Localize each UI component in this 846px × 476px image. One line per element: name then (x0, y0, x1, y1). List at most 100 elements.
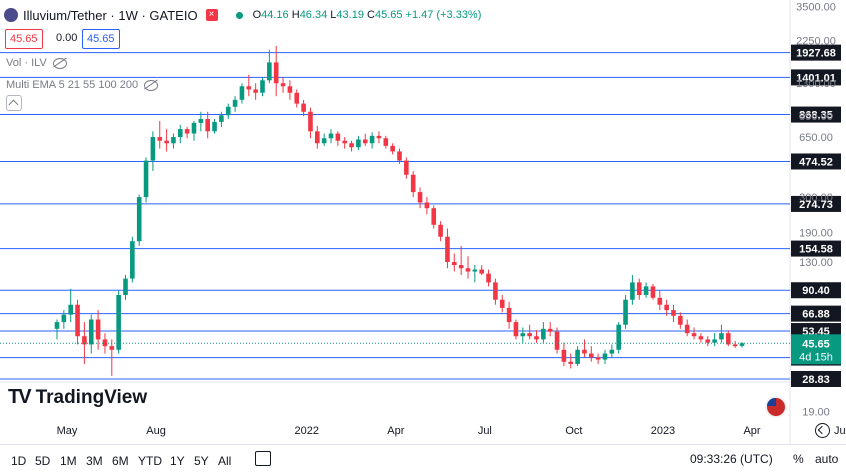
candle (232, 96, 238, 112)
price-tick-label: 850.00 (799, 111, 833, 123)
percent-toggle[interactable]: % (793, 452, 804, 466)
price-tick-label: 2250.00 (796, 36, 836, 48)
candle (68, 288, 73, 323)
candle (698, 333, 704, 343)
volume-indicator[interactable]: Vol · ILV (6, 57, 67, 69)
us-flag-icon[interactable] (765, 396, 787, 418)
candle (321, 133, 327, 146)
range-5d-button[interactable]: 5D (35, 454, 51, 468)
candle (356, 135, 361, 151)
spread-value: 0.00 (56, 32, 78, 44)
candle (554, 327, 560, 354)
candle (424, 197, 430, 215)
candle (157, 120, 163, 149)
candle (671, 304, 676, 323)
chart-header: Illuvium/Tether · 1W · GATEIO × O44.16 H… (4, 5, 481, 25)
candle (315, 125, 320, 149)
ohlc-values: O44.16 H46.34 L43.19 C45.65 +1.47 (+3.33… (252, 9, 482, 21)
candle (732, 341, 738, 348)
ema-indicator[interactable]: Multi EMA 5 21 55 100 200 (6, 79, 159, 91)
time-tick-label: Oct (565, 425, 582, 437)
price-tick-label: 3500.00 (796, 1, 836, 13)
candle (568, 353, 574, 369)
range-3m-button[interactable]: 3M (86, 454, 103, 468)
candle (143, 157, 149, 203)
time-tick-label: 2023 (651, 425, 675, 437)
time-tick-label: Jul (834, 425, 846, 437)
candle (404, 157, 409, 179)
candle (342, 137, 347, 149)
price-tick-label: 300.00 (799, 192, 833, 204)
candle (150, 131, 156, 171)
range-1m-button[interactable]: 1M (60, 454, 77, 468)
candle (191, 120, 197, 141)
candle (452, 253, 457, 272)
price-tick-label: 130.00 (799, 257, 833, 269)
candle (582, 339, 587, 358)
candle (260, 77, 265, 97)
candle (349, 140, 354, 152)
price-tick-label: 190.00 (799, 228, 833, 240)
level-label-bg (791, 370, 841, 387)
coin-icon (4, 8, 18, 22)
range-6m-button[interactable]: 6M (112, 454, 129, 468)
level-label-bg (791, 282, 841, 299)
level-label: 868.35 (799, 110, 833, 122)
candle (335, 131, 341, 146)
candle (726, 330, 731, 347)
candle (212, 119, 217, 134)
level-label: 474.52 (799, 156, 833, 168)
candle (431, 205, 437, 229)
candle (678, 312, 683, 329)
candle (116, 290, 121, 354)
candle (246, 74, 252, 97)
calendar-icon[interactable] (255, 451, 271, 466)
price-tick-label: 19.00 (802, 406, 830, 418)
candle (664, 299, 669, 316)
candle (589, 346, 594, 362)
candles (54, 45, 745, 376)
candle (657, 290, 663, 311)
utc-time[interactable]: 09:33:26 (UTC) (690, 452, 773, 466)
candle (602, 349, 608, 364)
candle (308, 107, 313, 139)
level-label: 274.73 (799, 199, 833, 211)
range-1y-button[interactable]: 1Y (170, 454, 185, 468)
ema-indicator-label: Multi EMA 5 21 55 100 200 (6, 79, 139, 91)
range-ytd-button[interactable]: YTD (138, 454, 162, 468)
candle (130, 236, 135, 283)
price-tick-label: 1300.00 (796, 78, 836, 90)
scroll-to-realtime-icon[interactable] (815, 423, 830, 438)
tradingview-logo[interactable]: TV TradingView (8, 386, 148, 408)
eye-off-icon[interactable] (52, 57, 67, 69)
price-axis-ticks: 3500.00 2250.00 1300.00 850.00 650.00 300.00 1… (0, 1, 841, 418)
candle (61, 310, 67, 329)
range-1d-button[interactable]: 1D (11, 454, 27, 468)
symbol-title[interactable]: Illuvium/Tether · 1W · GATEIO (23, 7, 198, 23)
price-tick-label: 650.00 (799, 132, 833, 144)
level-label: 28.83 (802, 374, 830, 386)
candle (294, 89, 300, 108)
candle (541, 322, 546, 343)
candle (506, 301, 512, 329)
candle (397, 148, 402, 164)
auto-scale-toggle[interactable]: auto (815, 452, 839, 466)
candle (445, 228, 450, 269)
candle (705, 336, 711, 347)
range-all-button[interactable]: All (218, 454, 232, 468)
range-5y-button[interactable]: 5Y (194, 454, 209, 468)
buy-price-box[interactable]: 45.65 (82, 29, 120, 49)
last-price-label: 45.65 (802, 338, 830, 350)
time-tick-label: 2022 (295, 425, 319, 437)
bottom-toolbar: 1D 5D 1M 3M 6M YTD 1Y 5Y All (0, 444, 846, 476)
eye-off-icon[interactable] (144, 79, 159, 91)
level-label: 66.88 (802, 309, 830, 321)
close-icon[interactable]: × (205, 9, 218, 21)
candle (390, 143, 395, 155)
candle (273, 45, 279, 97)
collapse-indicators-button[interactable] (6, 95, 22, 111)
candle (486, 269, 491, 287)
sell-price-box[interactable]: 45.65 (5, 29, 43, 49)
level-label: 154.58 (799, 244, 833, 256)
